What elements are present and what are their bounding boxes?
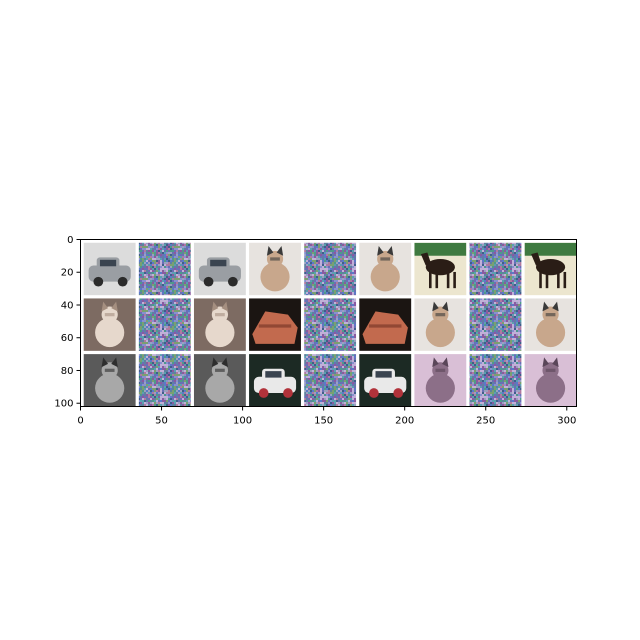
image-grid xyxy=(83,242,577,407)
y-tick-label: 80 xyxy=(61,366,74,377)
x-tick-label: 200 xyxy=(395,416,414,427)
axes-frame xyxy=(80,239,577,407)
image-tile xyxy=(524,242,577,296)
plot-area: 0 50 100 150 200 250 300 0 20 40 60 80 100 xyxy=(54,235,577,427)
image-tile xyxy=(414,298,467,351)
x-axis: 0 50 100 150 200 250 300 xyxy=(77,406,576,427)
image-tile xyxy=(249,298,301,351)
image-tile xyxy=(414,354,467,407)
x-tick-label: 150 xyxy=(314,416,333,427)
perturbation-tile xyxy=(304,354,357,407)
image-tile xyxy=(83,354,136,407)
y-tick-label: 20 xyxy=(61,268,74,279)
image-tile xyxy=(359,298,412,351)
x-tick-label: 0 xyxy=(77,416,83,427)
image-tile xyxy=(193,242,246,296)
image-tile xyxy=(414,242,467,296)
y-tick-label: 40 xyxy=(61,300,74,311)
x-tick-label: 300 xyxy=(557,416,576,427)
image-tile xyxy=(249,242,301,296)
perturbation-tile xyxy=(469,242,522,296)
image-tile xyxy=(249,354,301,407)
perturbation-tile xyxy=(469,354,522,407)
x-tick-label: 250 xyxy=(476,416,495,427)
perturbation-tile xyxy=(138,354,191,407)
perturbation-tile xyxy=(138,298,191,351)
image-tile xyxy=(359,242,412,296)
perturbation-tile xyxy=(304,298,357,351)
x-tick-label: 50 xyxy=(155,416,168,427)
perturbation-tile xyxy=(304,242,357,296)
image-tile xyxy=(83,298,136,351)
perturbation-tile xyxy=(469,298,522,351)
image-tile xyxy=(193,354,246,407)
image-tile xyxy=(524,298,577,351)
perturbation-tile xyxy=(138,242,191,296)
y-tick-label: 0 xyxy=(67,235,73,246)
y-axis: 0 20 40 60 80 100 xyxy=(54,235,81,410)
image-tile xyxy=(524,354,577,407)
y-tick-label: 100 xyxy=(54,399,73,410)
x-tick-label: 100 xyxy=(233,416,252,427)
image-tile xyxy=(83,242,136,296)
y-tick-label: 60 xyxy=(61,333,74,344)
image-tile xyxy=(193,298,246,351)
image-tile xyxy=(359,354,412,407)
